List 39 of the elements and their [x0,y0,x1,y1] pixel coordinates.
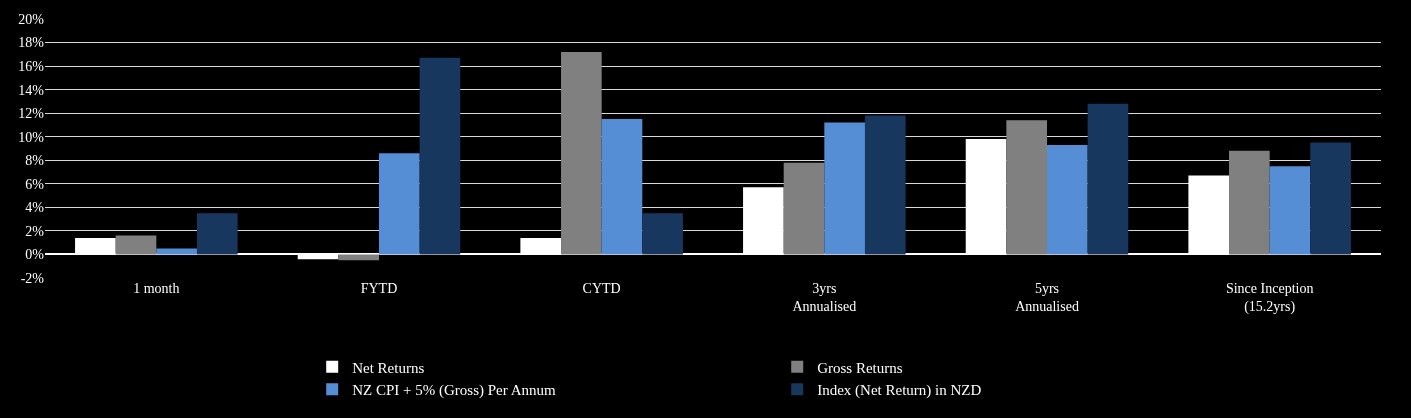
y-tick-label: 16% [18,58,45,74]
x-tick-label: 5yrs Annualised [1015,281,1079,315]
bar [601,119,643,255]
y-tick-label: 12% [18,106,45,122]
bar [1087,103,1129,255]
bar [783,162,825,255]
legend-label: Index (Net Return) in NZD [817,382,982,400]
legend-label: Net Returns [352,359,425,376]
bar [379,153,420,255]
y-tick-label: 2% [25,223,45,239]
y-tick-label: 20% [18,11,45,27]
x-tick-label: 1 month [133,281,180,296]
bar [1269,166,1311,255]
bar [824,122,865,255]
bar [642,213,683,255]
bar [864,115,906,255]
y-tick-label: 0% [25,247,45,263]
bar [115,235,157,255]
legend-label: NZ CPI + 5% (Gross) Per Annum [352,382,556,400]
bar [419,57,461,255]
bar [1047,144,1088,255]
bar [196,213,238,255]
y-tick-label: 14% [18,82,45,98]
bar [561,51,602,255]
y-tick-label: 8% [25,153,45,169]
y-tick-label: 6% [25,176,45,192]
x-tick-label: 3yrs Annualised [792,281,857,315]
x-tick-label: FYTD [360,281,398,296]
bar [1006,120,1047,255]
bar [338,254,379,261]
y-tick-label: 18% [18,35,45,51]
y-tick-label: 4% [25,200,45,216]
x-tick-label: CYTD [582,281,621,296]
bar [1229,150,1270,255]
y-tick-label: -2% [20,270,45,286]
x-tick-label: Since Inception (15.2yrs) [1225,281,1314,316]
legend-label: Gross Returns [817,359,903,376]
bar [1310,142,1351,255]
y-tick-label: 10% [18,129,45,145]
